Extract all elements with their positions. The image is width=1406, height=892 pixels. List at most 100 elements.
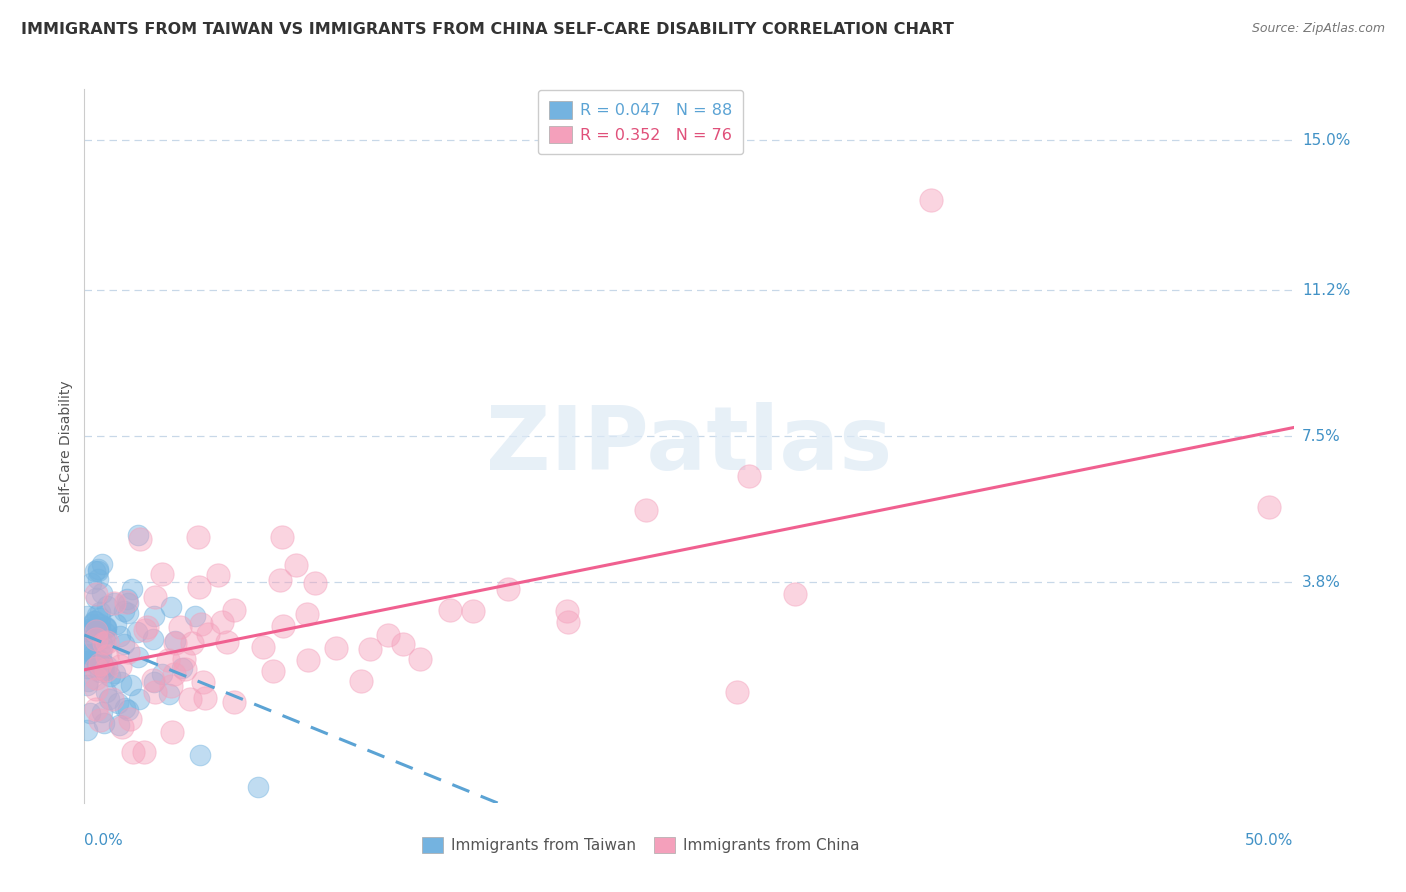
Point	[160, 725, 183, 739]
Point	[89, 605, 111, 619]
Point	[190, 617, 212, 632]
Point	[163, 666, 186, 681]
Point	[160, 679, 183, 693]
Point	[112, 637, 135, 651]
Point	[93, 632, 115, 646]
Point	[76, 723, 98, 737]
Point	[738, 468, 761, 483]
Point	[89, 657, 111, 672]
Point	[89, 665, 111, 679]
Point	[94, 621, 117, 635]
Point	[87, 562, 110, 576]
Point	[187, 530, 209, 544]
Point	[215, 634, 238, 648]
Point	[77, 622, 100, 636]
Point	[247, 780, 270, 794]
Point	[121, 582, 143, 596]
Point	[111, 720, 134, 734]
Point	[142, 673, 165, 688]
Point	[634, 503, 657, 517]
Point	[115, 595, 138, 609]
Point	[82, 616, 104, 631]
Y-axis label: Self-Care Disability: Self-Care Disability	[59, 380, 73, 512]
Text: 0.0%: 0.0%	[84, 833, 124, 848]
Point	[557, 604, 579, 618]
Point	[193, 675, 215, 690]
Point	[174, 662, 197, 676]
Point	[252, 640, 274, 654]
Point	[96, 649, 118, 664]
Point	[169, 620, 191, 634]
Point	[128, 692, 150, 706]
Point	[143, 685, 166, 699]
Point	[117, 606, 139, 620]
Point	[86, 607, 108, 622]
Point	[91, 705, 114, 719]
Point	[86, 681, 108, 696]
Point	[76, 654, 98, 668]
Point	[104, 666, 127, 681]
Point	[94, 625, 117, 640]
Point	[377, 628, 399, 642]
Point	[197, 627, 219, 641]
Point	[108, 659, 131, 673]
Point	[359, 641, 381, 656]
Point	[80, 576, 103, 591]
Legend: Immigrants from Taiwan, Immigrants from China: Immigrants from Taiwan, Immigrants from …	[416, 830, 866, 859]
Point	[103, 596, 125, 610]
Point	[222, 603, 245, 617]
Point	[304, 575, 326, 590]
Point	[285, 558, 308, 573]
Point	[90, 637, 112, 651]
Point	[157, 653, 180, 667]
Point	[86, 657, 108, 671]
Point	[142, 632, 165, 647]
Point	[269, 573, 291, 587]
Text: 11.2%: 11.2%	[1302, 283, 1350, 298]
Point	[86, 701, 108, 715]
Point	[105, 617, 128, 632]
Point	[180, 636, 202, 650]
Point	[93, 664, 115, 678]
Point	[91, 658, 114, 673]
Point	[170, 661, 193, 675]
Point	[112, 604, 135, 618]
Point	[84, 622, 107, 636]
Point	[134, 623, 156, 637]
Point	[77, 647, 100, 661]
Point	[117, 645, 139, 659]
Point	[96, 634, 118, 648]
Point	[77, 673, 100, 688]
Point	[132, 745, 155, 759]
Point	[783, 587, 806, 601]
Point	[80, 639, 103, 653]
Point	[157, 687, 180, 701]
Point	[391, 637, 413, 651]
Point	[87, 572, 110, 586]
Point	[83, 615, 105, 629]
Text: 7.5%: 7.5%	[1302, 429, 1340, 443]
Point	[76, 661, 98, 675]
Point	[127, 625, 149, 640]
Point	[90, 641, 112, 656]
Text: 15.0%: 15.0%	[1302, 133, 1350, 148]
Point	[91, 558, 114, 572]
Point	[89, 610, 111, 624]
Point	[76, 678, 98, 692]
Point	[93, 620, 115, 634]
Point	[94, 685, 117, 699]
Point	[91, 655, 114, 669]
Point	[207, 568, 229, 582]
Point	[496, 582, 519, 596]
Point	[96, 599, 118, 614]
Point	[86, 632, 108, 646]
Text: 50.0%: 50.0%	[1246, 833, 1294, 848]
Point	[83, 564, 105, 578]
Point	[89, 623, 111, 637]
Point	[150, 667, 173, 681]
Point	[89, 713, 111, 727]
Point	[107, 696, 129, 710]
Point	[194, 690, 217, 705]
Point	[96, 664, 118, 678]
Point	[143, 591, 166, 605]
